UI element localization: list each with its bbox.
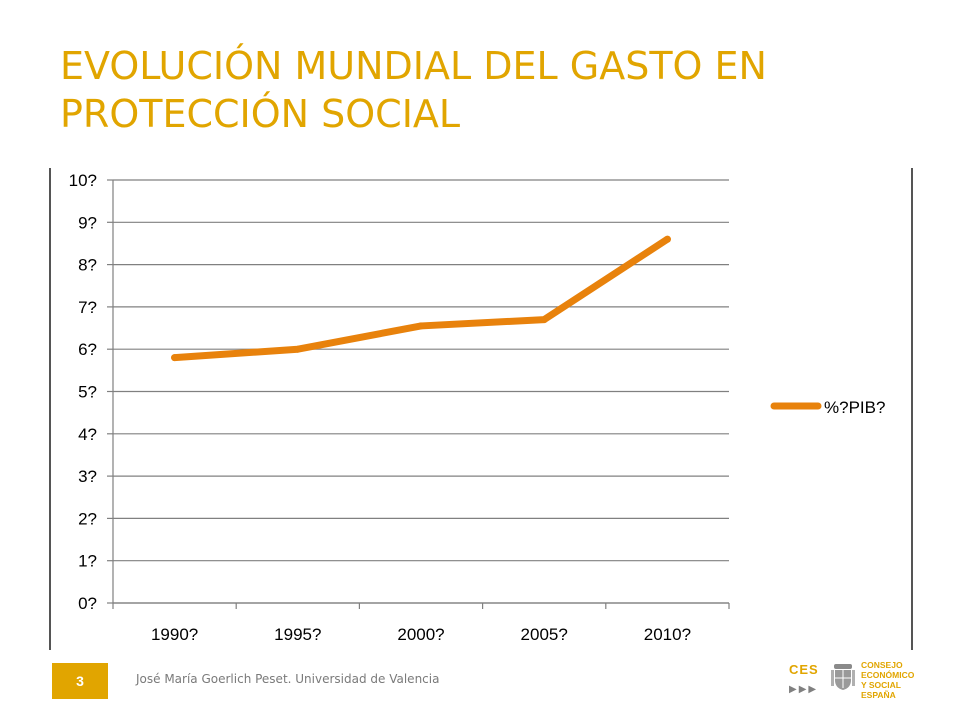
data-point	[540, 316, 548, 324]
ces-logo: CES ▶▶▶ CONSEJO ECONÓMICO Y SOCIAL ESPAÑ…	[787, 656, 937, 712]
x-tick-label: 2000?	[397, 625, 444, 644]
ces-logo-line: CONSEJO	[861, 660, 903, 670]
legend-label: %?PIB?	[824, 398, 885, 417]
ces-logo-mark: CES	[789, 662, 819, 677]
gridlines	[113, 179, 729, 604]
x-tick-label: 1990?	[151, 625, 198, 644]
chart-frame-right-line	[911, 168, 913, 650]
data-point	[294, 345, 302, 353]
y-tick-label: 3?	[78, 467, 97, 486]
ces-logo-box: CES ▶▶▶	[787, 658, 823, 700]
y-tick-label: 4?	[78, 425, 97, 444]
y-tick-label: 5?	[78, 383, 97, 402]
page-number: 3	[76, 673, 84, 689]
ces-logo-line: Y SOCIAL	[861, 680, 901, 690]
ces-logo-line: ECONÓMICO	[861, 670, 915, 680]
axes	[107, 179, 730, 609]
y-tick-label: 10?	[69, 171, 97, 190]
ces-logo-line: ESPAÑA	[861, 690, 896, 700]
data-point	[417, 322, 425, 330]
x-tick-label: 2010?	[644, 625, 691, 644]
slide-title: EVOLUCIÓN MUNDIAL DEL GASTO EN PROTECCIÓ…	[60, 44, 767, 136]
y-tick-label: 0?	[78, 594, 97, 613]
x-tick-label: 2005?	[521, 625, 568, 644]
x-tick-labels: 1990? 1995? 2000? 2005? 2010?	[151, 625, 691, 644]
chart-frame-left-line	[49, 168, 51, 650]
y-tick-label: 1?	[78, 552, 97, 571]
coat-of-arms-icon	[831, 664, 855, 690]
y-tick-label: 2?	[78, 509, 97, 528]
x-tick-label: 1995?	[274, 625, 321, 644]
series-layer	[171, 235, 671, 362]
y-tick-label: 6?	[78, 340, 97, 359]
page-number-badge: 3	[52, 663, 108, 699]
y-tick-labels: 0? 1? 2? 3? 4? 5? 6? 7? 8? 9? 10?	[69, 171, 97, 613]
data-point	[663, 235, 671, 243]
chart-legend: %?PIB?	[770, 398, 885, 417]
y-tick-label: 8?	[78, 256, 97, 275]
y-tick-label: 7?	[78, 298, 97, 317]
data-point	[171, 354, 179, 362]
footer-author: José María Goerlich Peset. Universidad d…	[136, 672, 440, 686]
ces-logo-text: CONSEJO ECONÓMICO Y SOCIAL ESPAÑA	[861, 660, 914, 700]
y-tick-label: 9?	[78, 213, 97, 232]
ces-logo-arrows: ▶▶▶	[789, 684, 819, 695]
series-line	[171, 235, 671, 362]
